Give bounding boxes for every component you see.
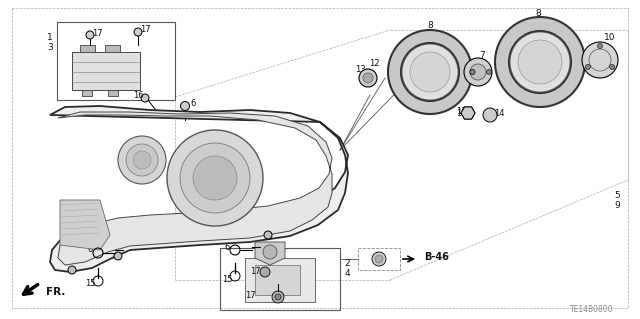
- Circle shape: [359, 69, 377, 87]
- Text: TE14B0800: TE14B0800: [570, 306, 614, 315]
- Circle shape: [114, 252, 122, 260]
- Polygon shape: [461, 107, 475, 119]
- Text: 11: 11: [456, 108, 467, 117]
- Wedge shape: [388, 30, 472, 114]
- Text: 7: 7: [479, 51, 485, 61]
- Circle shape: [134, 28, 142, 36]
- Text: 6: 6: [87, 246, 93, 255]
- Polygon shape: [82, 90, 92, 96]
- Polygon shape: [60, 200, 110, 250]
- Circle shape: [470, 70, 475, 75]
- Circle shape: [470, 64, 486, 80]
- Circle shape: [402, 44, 458, 100]
- Polygon shape: [108, 90, 118, 96]
- Circle shape: [518, 40, 562, 84]
- Circle shape: [180, 101, 189, 110]
- Wedge shape: [495, 17, 585, 107]
- Text: 8: 8: [427, 21, 433, 31]
- Circle shape: [610, 64, 614, 70]
- Circle shape: [486, 70, 492, 75]
- Circle shape: [133, 151, 151, 169]
- Text: 17: 17: [250, 266, 260, 276]
- Polygon shape: [245, 258, 315, 302]
- Text: 4: 4: [344, 269, 350, 278]
- Polygon shape: [255, 242, 285, 265]
- Circle shape: [410, 52, 450, 92]
- Circle shape: [260, 267, 270, 277]
- Circle shape: [275, 294, 281, 300]
- Circle shape: [586, 64, 590, 70]
- Circle shape: [264, 231, 272, 239]
- Circle shape: [141, 94, 149, 102]
- Polygon shape: [58, 112, 332, 265]
- Text: 17: 17: [92, 28, 102, 38]
- Circle shape: [375, 255, 383, 263]
- Text: 9: 9: [614, 201, 620, 210]
- Circle shape: [180, 143, 250, 213]
- Text: 16: 16: [132, 92, 143, 100]
- Circle shape: [193, 156, 237, 200]
- Text: 11: 11: [456, 108, 467, 116]
- Text: 6: 6: [190, 99, 196, 108]
- Polygon shape: [255, 265, 300, 295]
- Text: 8: 8: [535, 10, 541, 19]
- Text: 5: 5: [614, 190, 620, 199]
- Text: 15: 15: [84, 279, 95, 288]
- Polygon shape: [80, 45, 95, 52]
- Text: 2: 2: [344, 258, 350, 268]
- Circle shape: [598, 43, 602, 48]
- Text: 17: 17: [244, 291, 255, 300]
- Text: 14: 14: [493, 108, 504, 117]
- Circle shape: [470, 70, 475, 75]
- Text: 6: 6: [224, 242, 230, 251]
- Circle shape: [483, 108, 497, 122]
- Text: 15: 15: [221, 276, 232, 285]
- Text: 13: 13: [355, 65, 365, 75]
- Circle shape: [86, 31, 94, 39]
- Polygon shape: [461, 107, 475, 119]
- Circle shape: [263, 245, 277, 259]
- Polygon shape: [50, 106, 348, 272]
- Circle shape: [126, 144, 158, 176]
- Polygon shape: [72, 52, 140, 90]
- Circle shape: [372, 252, 386, 266]
- Text: FR.: FR.: [46, 287, 66, 297]
- Text: 10: 10: [604, 33, 616, 42]
- Text: 1: 1: [47, 33, 53, 41]
- Circle shape: [118, 136, 166, 184]
- Circle shape: [510, 32, 570, 92]
- Text: B-46: B-46: [424, 252, 449, 262]
- Circle shape: [582, 42, 618, 78]
- Text: 3: 3: [47, 42, 53, 51]
- Circle shape: [272, 291, 284, 303]
- Text: 12: 12: [369, 58, 380, 68]
- Circle shape: [464, 58, 492, 86]
- Polygon shape: [105, 45, 120, 52]
- Circle shape: [363, 73, 373, 83]
- Text: 17: 17: [140, 26, 150, 34]
- Circle shape: [68, 266, 76, 274]
- Circle shape: [167, 130, 263, 226]
